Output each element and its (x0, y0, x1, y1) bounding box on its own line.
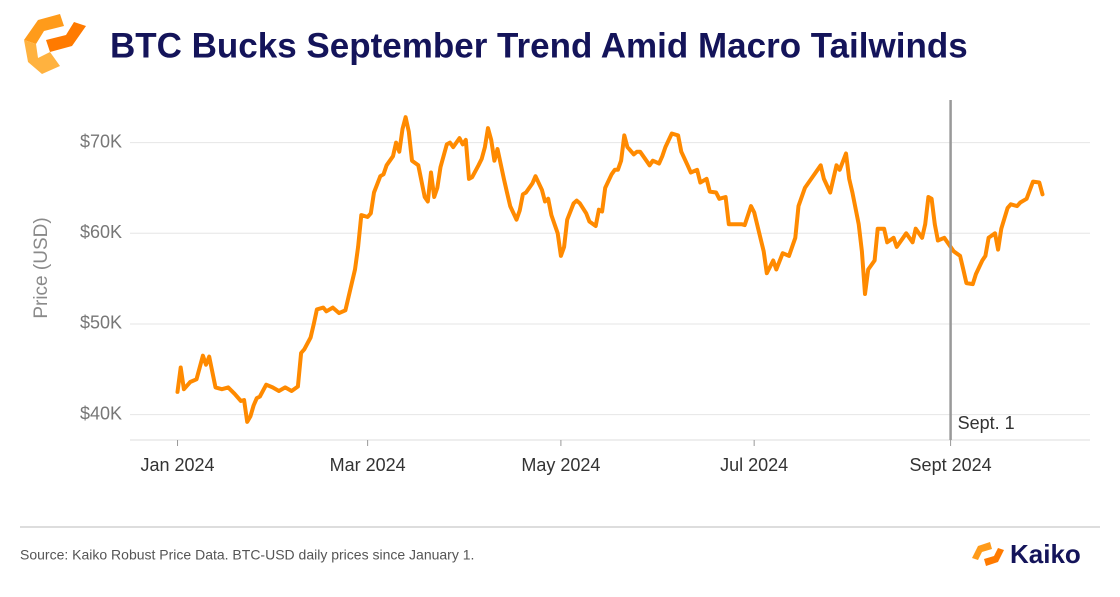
annotation-label: Sept. 1 (958, 413, 1015, 433)
price-line (175, 115, 1045, 424)
chart-title: BTC Bucks September Trend Amid Macro Tai… (110, 26, 968, 65)
x-tick-label: May 2024 (521, 455, 600, 475)
logo-bottom (46, 22, 86, 52)
brand-logo (972, 542, 1004, 566)
x-tick-label: Sept 2024 (910, 455, 992, 475)
x-tick-label: Mar 2024 (330, 455, 406, 475)
x-tick-label: Jan 2024 (140, 455, 214, 475)
y-tick-label: $50K (80, 313, 122, 333)
y-axis-label: Price (USD) (31, 217, 52, 318)
logo (24, 14, 86, 74)
x-tick-label: Jul 2024 (720, 455, 788, 475)
y-tick-label: $60K (80, 222, 122, 242)
logo-top (24, 14, 64, 44)
y-tick-label: $70K (80, 131, 122, 151)
logo-left (24, 40, 60, 74)
brand-mark-bottom (984, 548, 1004, 566)
brand-mark-top (972, 542, 992, 560)
brand-name: Kaiko (1010, 539, 1081, 569)
y-tick-label: $40K (80, 403, 122, 423)
source-note: Source: Kaiko Robust Price Data. BTC-USD… (20, 547, 474, 563)
